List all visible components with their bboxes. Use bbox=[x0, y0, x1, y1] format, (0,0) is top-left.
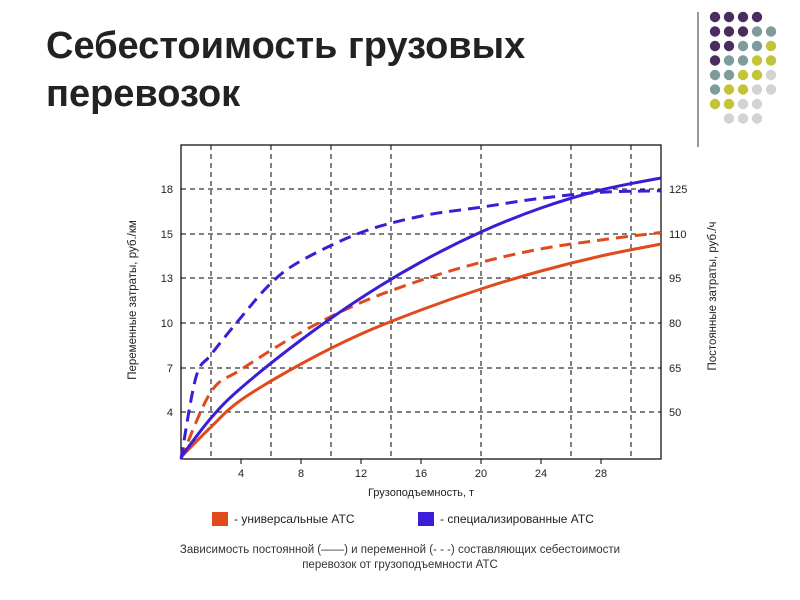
x-tick-label: 8 bbox=[298, 468, 304, 480]
decorative-dot bbox=[709, 69, 721, 81]
decorative-dot bbox=[765, 40, 776, 52]
slide-title-line-1: Себестоимость грузовых bbox=[46, 25, 526, 67]
y-axis-right-label: Постоянные затраты, руб./ч bbox=[707, 222, 719, 371]
decorative-dot bbox=[765, 55, 776, 66]
decorative-dot bbox=[709, 26, 721, 37]
legend-item-universal: - универсальные АТС bbox=[212, 510, 355, 528]
series-line-fixed-0 bbox=[179, 242, 662, 459]
y-left-tick-label: 13 bbox=[161, 273, 173, 285]
decorative-dot bbox=[709, 84, 721, 95]
x-tick-label: 20 bbox=[475, 468, 487, 480]
legend-swatch-universal bbox=[212, 512, 228, 526]
decorative-dot bbox=[751, 40, 763, 52]
decorative-dot-grid bbox=[709, 11, 776, 124]
y-right-tick-label: 80 bbox=[669, 318, 681, 330]
y-left-tick-label: 7 bbox=[167, 363, 173, 375]
chart-tick-labels: 4 8 12 16 20 24 28 4 7 10 13 15 18 50 65 80 95 110 125 bbox=[161, 184, 688, 480]
decorative-dot bbox=[765, 26, 776, 37]
decorative-dot bbox=[751, 84, 763, 95]
decorative-dot bbox=[737, 113, 749, 124]
caption-line-2: перевозок от грузоподъемности АТС bbox=[302, 559, 498, 571]
x-tick-label: 12 bbox=[355, 468, 367, 480]
decorative-dot bbox=[737, 55, 749, 66]
y-axis-left-label: Переменные затраты, руб./км bbox=[127, 220, 139, 380]
decorative-dot bbox=[737, 40, 749, 52]
slide-title: Себестоимость грузовых перевозок bbox=[46, 22, 646, 118]
legend-swatch-specialized bbox=[418, 512, 434, 526]
decorative-dot bbox=[737, 26, 749, 37]
y-left-tick-label: 10 bbox=[161, 318, 173, 330]
legend-label-universal: - универсальные АТС bbox=[234, 512, 355, 526]
decorative-dot bbox=[723, 113, 735, 124]
decorative-dot bbox=[709, 40, 721, 52]
decorative-dot bbox=[765, 84, 776, 95]
x-tick-label: 24 bbox=[535, 468, 547, 480]
series-line-variable-3 bbox=[179, 189, 662, 460]
legend-item-specialized: - специализированные АТС bbox=[418, 510, 594, 528]
y-left-tick-label: 15 bbox=[161, 229, 173, 241]
decorative-dot bbox=[723, 98, 735, 110]
decorative-dot bbox=[765, 69, 776, 81]
caption-line-1: Зависимость постоянной (——) и переменной… bbox=[179, 544, 621, 556]
series-line-variable-1 bbox=[179, 231, 662, 460]
chart: 4 8 12 16 20 24 28 4 7 10 13 15 18 50 65 80 95 110 125 Гру… bbox=[127, 144, 719, 499]
decorative-dot bbox=[751, 55, 763, 66]
slide-title-line-2: перевозок bbox=[46, 73, 241, 115]
decorative-dot bbox=[723, 69, 735, 81]
decorative-dot bbox=[751, 69, 763, 81]
x-tick-label: 28 bbox=[595, 468, 607, 480]
chart-series bbox=[179, 176, 662, 460]
decorative-dot bbox=[723, 40, 735, 52]
y-right-tick-label: 125 bbox=[669, 184, 687, 196]
y-right-tick-label: 50 bbox=[669, 407, 681, 419]
decorative-dot bbox=[751, 11, 763, 23]
chart-caption: Зависимость постоянной (——) и переменной… bbox=[100, 543, 700, 573]
x-tick-label: 16 bbox=[415, 468, 427, 480]
decorative-dot bbox=[737, 98, 749, 110]
decorative-dot bbox=[723, 26, 735, 37]
decorative-dot bbox=[737, 69, 749, 81]
x-axis-label: Грузоподъемность, т bbox=[368, 487, 474, 499]
decorative-dot bbox=[723, 84, 735, 95]
decorative-dot bbox=[751, 98, 763, 110]
series-line-fixed-2 bbox=[179, 176, 662, 458]
y-right-tick-label: 95 bbox=[669, 273, 681, 285]
decorative-dot bbox=[723, 55, 735, 66]
y-left-tick-label: 4 bbox=[167, 407, 173, 419]
decorative-dot bbox=[709, 55, 721, 66]
x-tick-label: 4 bbox=[238, 468, 244, 480]
decorative-dot bbox=[723, 11, 735, 23]
chart-grid bbox=[181, 145, 661, 459]
y-right-tick-label: 65 bbox=[669, 363, 681, 375]
y-left-tick-label: 18 bbox=[161, 184, 173, 196]
decorative-dot bbox=[737, 84, 749, 95]
legend-label-specialized: - специализированные АТС bbox=[440, 512, 594, 526]
decorative-dot bbox=[709, 11, 721, 23]
decorative-dot bbox=[751, 26, 763, 37]
decorative-dot bbox=[709, 98, 721, 110]
y-right-tick-label: 110 bbox=[669, 229, 687, 241]
decorative-divider bbox=[697, 12, 699, 147]
decorative-dot bbox=[751, 113, 763, 124]
decorative-dot bbox=[737, 11, 749, 23]
